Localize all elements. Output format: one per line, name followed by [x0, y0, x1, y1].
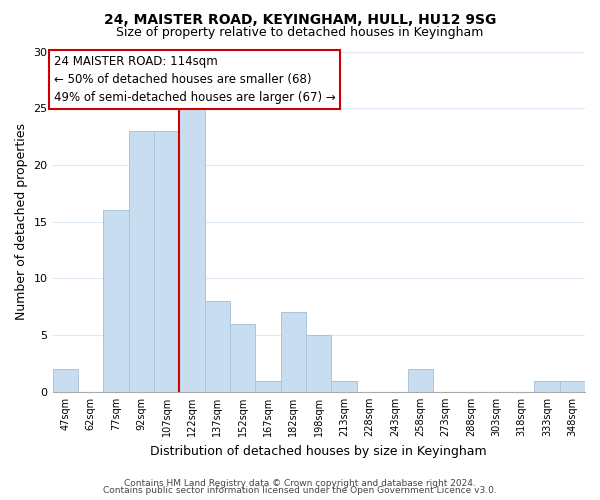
Bar: [53, 369, 78, 392]
Y-axis label: Number of detached properties: Number of detached properties: [15, 123, 28, 320]
Text: 24 MAISTER ROAD: 114sqm
← 50% of detached houses are smaller (68)
49% of semi-de: 24 MAISTER ROAD: 114sqm ← 50% of detache…: [54, 55, 335, 104]
Bar: [560, 380, 585, 392]
Text: 24, MAISTER ROAD, KEYINGHAM, HULL, HU12 9SG: 24, MAISTER ROAD, KEYINGHAM, HULL, HU12 …: [104, 12, 496, 26]
Bar: [407, 369, 433, 392]
Bar: [230, 324, 256, 392]
Bar: [154, 131, 179, 392]
Text: Contains HM Land Registry data © Crown copyright and database right 2024.: Contains HM Land Registry data © Crown c…: [124, 478, 476, 488]
Bar: [256, 380, 281, 392]
Bar: [128, 131, 154, 392]
Bar: [331, 380, 357, 392]
Text: Size of property relative to detached houses in Keyingham: Size of property relative to detached ho…: [116, 26, 484, 39]
Bar: [103, 210, 128, 392]
Bar: [306, 335, 331, 392]
Bar: [281, 312, 306, 392]
Bar: [534, 380, 560, 392]
Bar: [179, 108, 205, 392]
Bar: [205, 301, 230, 392]
Text: Contains public sector information licensed under the Open Government Licence v3: Contains public sector information licen…: [103, 486, 497, 495]
X-axis label: Distribution of detached houses by size in Keyingham: Distribution of detached houses by size …: [151, 444, 487, 458]
